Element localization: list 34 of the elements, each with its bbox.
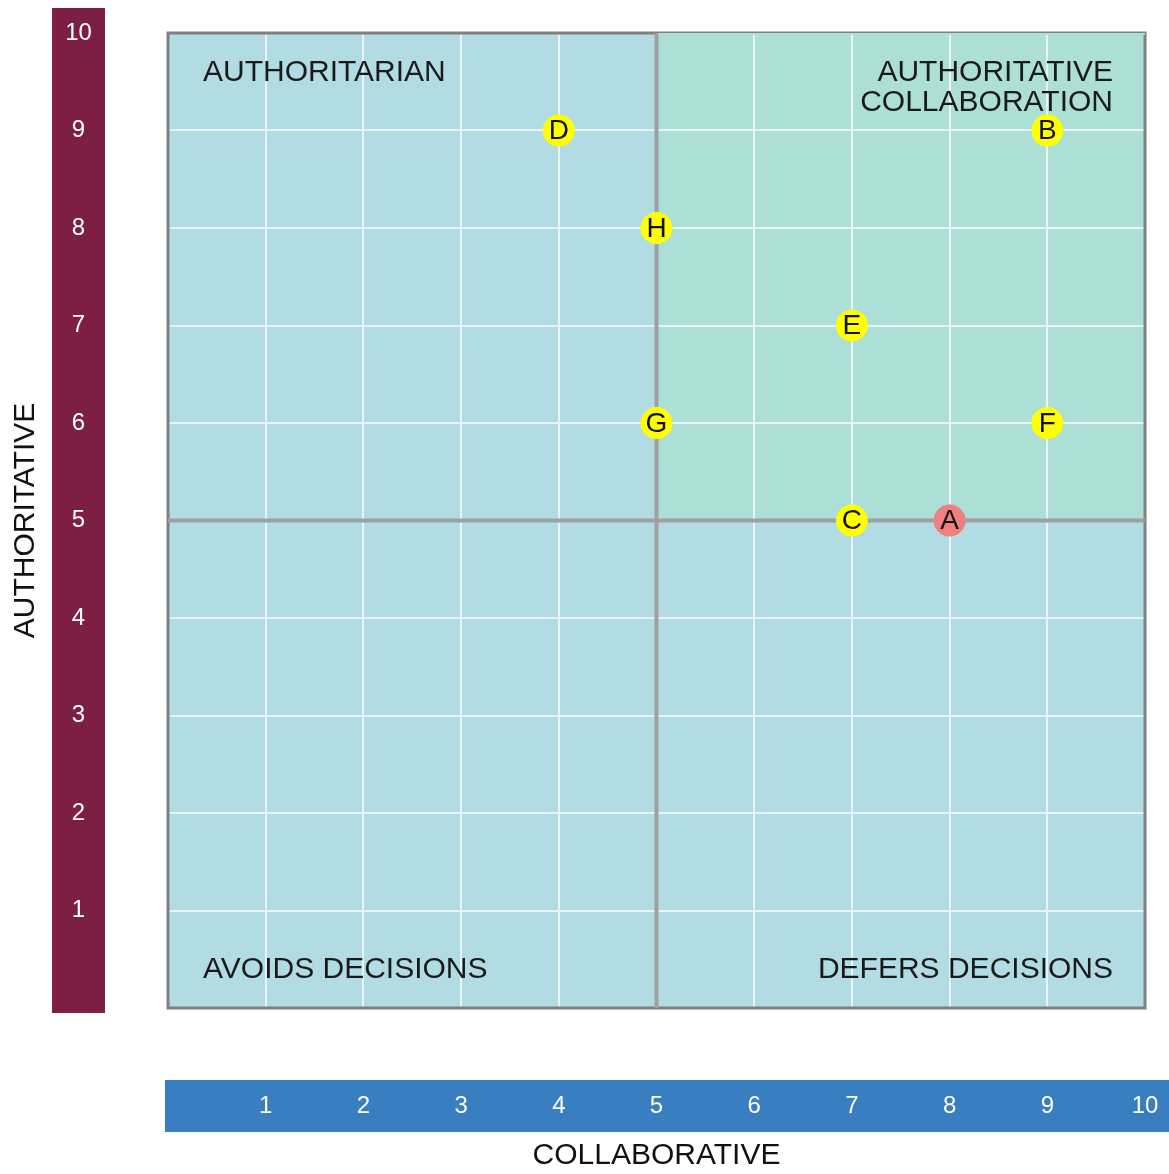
y-tick-label: 1	[71, 895, 86, 923]
series-label: G	[645, 406, 668, 438]
y-tick-label: 6	[71, 407, 86, 435]
annotation: DEFERS DECISIONS	[817, 951, 1113, 984]
y-tick-label: 10	[65, 17, 92, 45]
y-tick-label: 2	[71, 797, 86, 825]
x-tick-label: 6	[747, 1090, 761, 1118]
y-tick-label: 5	[71, 505, 86, 533]
y-tick-label: 3	[71, 700, 86, 728]
series-label: E	[842, 309, 862, 341]
y-tick-label: 8	[71, 212, 86, 240]
y-tick-label: 7	[71, 310, 86, 338]
y-axis-title: AUTHORITATIVE	[7, 402, 41, 639]
x-tick-label: 2	[356, 1090, 371, 1118]
x-tick-label: 3	[454, 1090, 468, 1118]
series-label: H	[646, 211, 667, 243]
annotation: AVOIDS DECISIONS	[203, 951, 488, 984]
x-tick-label: 7	[845, 1090, 859, 1118]
annotation: AUTHORITATIVE COLLABORATION	[860, 54, 1113, 117]
x-tick-label: 4	[552, 1090, 566, 1118]
x-tick-label: 10	[1131, 1090, 1159, 1118]
x-tick-label: 9	[1040, 1090, 1054, 1118]
y-tick-label: 4	[71, 602, 86, 630]
series-label: C	[841, 504, 863, 536]
series-label: F	[1038, 406, 1056, 438]
x-tick-label: 8	[942, 1090, 957, 1118]
y-tick-label: 9	[71, 115, 86, 143]
series-label: A	[940, 504, 960, 536]
x-tick-label: 1	[259, 1090, 273, 1118]
x-tick-label: 5	[649, 1090, 664, 1118]
annotation: AUTHORITARIAN	[203, 54, 446, 87]
series-label: B	[1037, 114, 1057, 146]
x-axis-title: COLLABORATIVE	[532, 1137, 781, 1171]
series-label: D	[548, 114, 569, 146]
